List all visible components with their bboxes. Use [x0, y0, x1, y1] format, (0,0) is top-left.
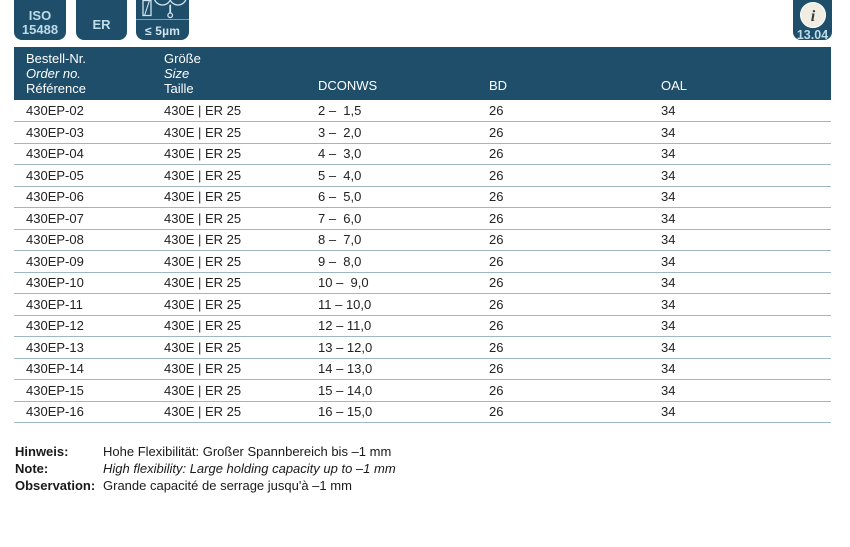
svg-text:i: i: [810, 8, 815, 25]
